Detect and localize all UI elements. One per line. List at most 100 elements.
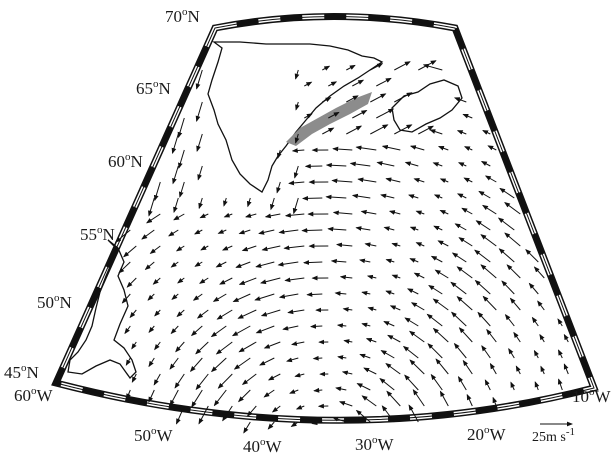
- lon-label-50w: 50oW: [134, 425, 174, 445]
- wind-vector-arrow: [212, 293, 227, 302]
- wind-vector-arrow: [237, 389, 251, 403]
- wind-vector-arrow: [408, 404, 419, 423]
- wind-vector-arrow: [327, 226, 347, 232]
- wind-vector-arrow: [174, 373, 185, 389]
- wind-vector-arrow: [126, 389, 131, 400]
- wind-vector-arrow: [115, 229, 131, 243]
- wind-vector-arrow: [422, 63, 443, 71]
- wind-vector-arrow: [385, 363, 401, 375]
- wind-vector-arrow: [380, 350, 395, 359]
- wind-vector-arrow: [450, 281, 467, 295]
- wind-vector-arrow: [525, 248, 539, 263]
- wind-vector-arrow: [267, 421, 275, 430]
- wind-vector-arrow: [294, 372, 305, 378]
- wind-vector-arrow: [458, 327, 473, 343]
- wind-vector-arrow: [376, 108, 395, 119]
- wind-vector-arrow: [563, 333, 569, 343]
- wind-vector-arrow: [294, 69, 300, 80]
- wind-vector-arrow: [284, 277, 305, 283]
- wind-vector-arrow: [176, 309, 185, 318]
- wind-vector-arrow: [533, 349, 539, 359]
- wind-vector-arrow: [453, 342, 467, 359]
- wind-vector-arrow: [343, 339, 353, 344]
- wind-vector-arrow: [379, 377, 395, 391]
- wind-vector-arrow: [389, 305, 401, 311]
- wind-vector-arrow: [484, 175, 497, 183]
- wind-vector-arrow: [408, 330, 425, 343]
- wind-vector-arrow: [301, 228, 323, 233]
- wind-vector-arrow: [335, 386, 347, 392]
- wind-vector-arrow: [310, 323, 323, 329]
- wind-vector-arrow: [458, 237, 473, 247]
- wind-vector-arrow: [170, 325, 179, 335]
- wind-vector-arrow: [231, 325, 251, 337]
- wind-vector-arrow: [466, 393, 473, 407]
- wind-vector-arrow: [283, 245, 305, 251]
- wind-vector-arrow: [484, 379, 491, 391]
- wind-vector-arrow: [334, 291, 347, 296]
- wind-vector-arrow: [154, 341, 161, 351]
- wind-vector-arrow: [149, 245, 161, 255]
- iceland-coast: [391, 79, 463, 133]
- wind-vector-arrow: [513, 331, 521, 343]
- wind-vector-arrow: [267, 373, 281, 381]
- wind-vector-arrow: [141, 229, 155, 240]
- wind-vector-arrow: [508, 348, 515, 359]
- wind-vector-arrow: [563, 363, 569, 375]
- lon-label-40w: 40oW: [243, 436, 283, 456]
- wind-vector-arrow: [539, 333, 545, 343]
- wind-vector-arrow: [531, 316, 539, 327]
- wind-vector-arrow: [450, 311, 467, 327]
- wind-vector-arrow: [311, 420, 323, 426]
- wind-vector-arrow: [365, 338, 377, 343]
- wind-vector-arrow: [148, 197, 155, 217]
- wind-vector-arrow: [461, 207, 473, 215]
- wind-vector-arrow: [147, 293, 155, 301]
- wind-vector-arrow: [286, 357, 299, 363]
- wind-vector-arrow: [217, 373, 233, 389]
- wind-vector-arrow: [351, 193, 371, 199]
- wind-vector-arrow: [332, 146, 353, 152]
- wind-vector-arrow: [304, 81, 313, 87]
- wind-vector-arrow: [515, 365, 521, 375]
- wind-vector-arrow: [312, 355, 323, 361]
- wind-vector-arrow: [558, 349, 563, 359]
- wind-vector-arrow: [121, 293, 131, 304]
- wind-vector-arrow: [173, 197, 179, 214]
- wind-vector-arrow: [219, 277, 233, 285]
- wind-vector-arrow: [169, 357, 179, 370]
- wind-vector-arrow: [217, 229, 227, 234]
- wind-vector-arrow: [124, 325, 131, 335]
- wind-vector-arrow: [222, 405, 233, 422]
- wind-vector-arrow: [302, 195, 323, 201]
- wind-vector-arrow: [277, 261, 299, 267]
- wind-vector-arrow: [533, 266, 545, 279]
- wind-vector-arrow: [433, 225, 443, 231]
- wind-vector-arrow: [426, 313, 443, 327]
- wind-vector-arrow: [131, 373, 137, 383]
- wind-vector-arrow: [370, 93, 387, 103]
- wind-vector-arrow: [408, 194, 419, 199]
- wind-vector-arrow: [361, 322, 371, 328]
- wind-vector-arrow: [198, 405, 209, 425]
- wind-vector-arrow: [391, 242, 401, 248]
- wind-vector-arrow: [474, 249, 491, 263]
- wind-vector-arrow: [386, 390, 401, 407]
- wind-vector-arrow: [232, 293, 251, 303]
- wind-vector-arrow: [355, 145, 377, 151]
- wind-vector-arrow: [241, 373, 257, 386]
- north-america-coast: [67, 239, 137, 380]
- wind-vector-arrow: [504, 232, 521, 247]
- wind-vector-arrow: [199, 213, 209, 219]
- wind-vector-arrow: [487, 145, 497, 151]
- wind-vector-arrow: [241, 245, 257, 252]
- wind-vector-arrow: [540, 365, 546, 375]
- wind-vector-arrow: [195, 101, 203, 122]
- wind-vector-arrow: [328, 81, 338, 87]
- wind-vector-arrow: [404, 317, 419, 327]
- wind-vector-arrow: [197, 165, 203, 181]
- wind-vector-arrow: [404, 161, 419, 167]
- wind-vector-arrow: [198, 197, 203, 210]
- wind-vector-arrow: [196, 133, 203, 152]
- wind-vector-arrow: [153, 181, 161, 202]
